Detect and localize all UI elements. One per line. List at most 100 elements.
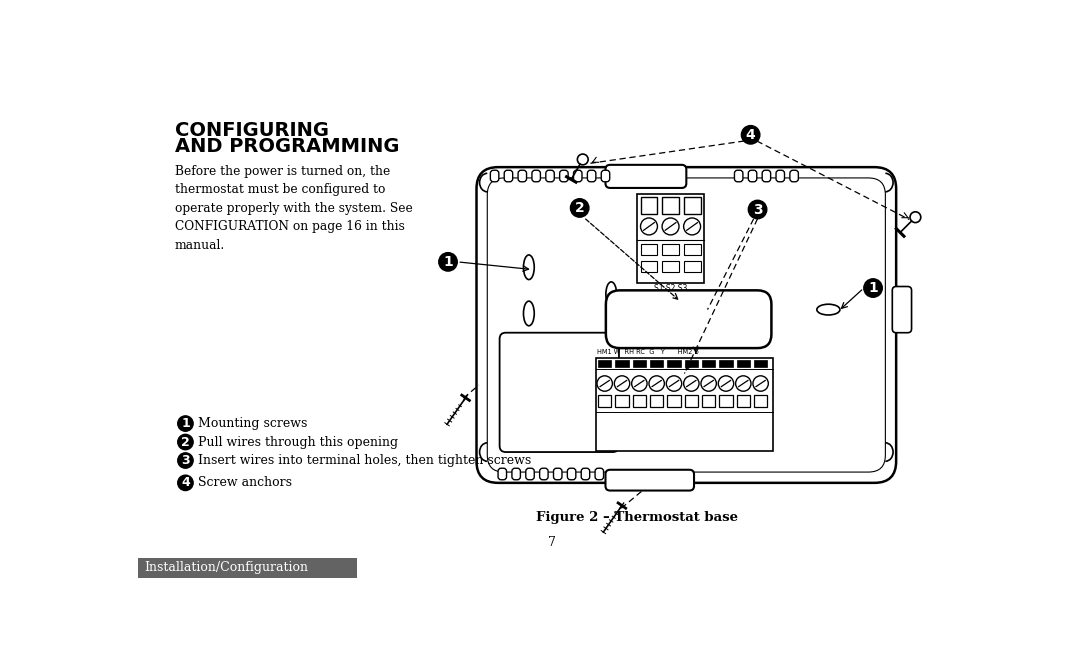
- FancyBboxPatch shape: [606, 290, 771, 348]
- FancyBboxPatch shape: [504, 170, 513, 182]
- FancyBboxPatch shape: [518, 170, 527, 182]
- FancyBboxPatch shape: [762, 170, 771, 182]
- Bar: [616, 395, 629, 407]
- Bar: [138, 557, 357, 578]
- Circle shape: [701, 376, 716, 391]
- Text: Insert wires into terminal holes, then tighten screws: Insert wires into terminal holes, then t…: [198, 454, 531, 467]
- Bar: [640, 197, 658, 214]
- FancyBboxPatch shape: [498, 468, 507, 479]
- Bar: [685, 360, 698, 367]
- Bar: [684, 261, 701, 272]
- Text: HM1 W  RH RC  G   Y      HM2 6: HM1 W RH RC G Y HM2 6: [597, 349, 699, 355]
- Circle shape: [684, 218, 701, 235]
- Text: Mounting screws: Mounting screws: [198, 417, 307, 430]
- Text: 1: 1: [443, 255, 453, 269]
- Bar: [598, 360, 611, 367]
- Text: Pull wires through this opening: Pull wires through this opening: [198, 436, 397, 449]
- Bar: [633, 395, 646, 407]
- Text: 2: 2: [575, 201, 584, 215]
- Text: 7: 7: [548, 536, 556, 550]
- Circle shape: [864, 279, 882, 297]
- Text: 4: 4: [181, 476, 190, 489]
- Ellipse shape: [606, 282, 617, 307]
- FancyBboxPatch shape: [573, 170, 582, 182]
- Bar: [667, 360, 680, 367]
- Text: Screw anchors: Screw anchors: [198, 476, 292, 489]
- Bar: [702, 395, 715, 407]
- Bar: [662, 244, 679, 255]
- FancyBboxPatch shape: [777, 170, 784, 182]
- FancyBboxPatch shape: [606, 470, 694, 491]
- Circle shape: [178, 434, 193, 450]
- Text: AND PROGRAMMING: AND PROGRAMMING: [175, 137, 400, 156]
- FancyBboxPatch shape: [588, 170, 596, 182]
- Circle shape: [910, 212, 921, 223]
- Circle shape: [684, 376, 699, 391]
- FancyBboxPatch shape: [567, 468, 576, 479]
- Bar: [650, 395, 663, 407]
- Circle shape: [741, 126, 760, 144]
- Circle shape: [597, 376, 612, 391]
- Bar: [662, 261, 679, 272]
- FancyBboxPatch shape: [500, 333, 619, 452]
- Circle shape: [649, 376, 664, 391]
- FancyBboxPatch shape: [892, 286, 912, 333]
- Circle shape: [718, 376, 733, 391]
- Circle shape: [666, 376, 681, 391]
- FancyBboxPatch shape: [734, 170, 743, 182]
- Bar: [616, 360, 629, 367]
- Bar: [636, 194, 704, 283]
- Bar: [667, 395, 680, 407]
- FancyBboxPatch shape: [512, 468, 521, 479]
- FancyBboxPatch shape: [789, 170, 798, 182]
- Circle shape: [570, 198, 589, 217]
- FancyBboxPatch shape: [526, 468, 535, 479]
- Circle shape: [753, 376, 768, 391]
- Bar: [633, 360, 646, 367]
- Bar: [719, 395, 732, 407]
- FancyBboxPatch shape: [532, 170, 540, 182]
- Text: Before the power is turned on, the
thermostat must be configured to
operate prop: Before the power is turned on, the therm…: [175, 165, 413, 252]
- Ellipse shape: [816, 304, 840, 315]
- Ellipse shape: [524, 301, 535, 326]
- FancyBboxPatch shape: [554, 468, 562, 479]
- Bar: [662, 197, 679, 214]
- FancyBboxPatch shape: [559, 170, 568, 182]
- Text: 4: 4: [746, 128, 756, 142]
- Text: 1: 1: [868, 281, 878, 295]
- Circle shape: [662, 218, 679, 235]
- Bar: [702, 360, 715, 367]
- Bar: [650, 360, 663, 367]
- FancyBboxPatch shape: [602, 170, 610, 182]
- Bar: [737, 360, 750, 367]
- Bar: [754, 395, 767, 407]
- Bar: [640, 244, 658, 255]
- Circle shape: [632, 376, 647, 391]
- Circle shape: [615, 376, 630, 391]
- FancyBboxPatch shape: [581, 468, 590, 479]
- Text: Figure 2 – Thermostat base: Figure 2 – Thermostat base: [536, 511, 738, 524]
- Bar: [737, 395, 750, 407]
- Bar: [684, 244, 701, 255]
- Bar: [754, 360, 767, 367]
- FancyBboxPatch shape: [595, 468, 604, 479]
- Text: 3: 3: [181, 454, 190, 467]
- FancyBboxPatch shape: [545, 170, 554, 182]
- Circle shape: [178, 475, 193, 491]
- Text: S1 S2 S3: S1 S2 S3: [653, 284, 687, 293]
- FancyBboxPatch shape: [490, 170, 499, 182]
- Bar: [719, 360, 732, 367]
- Circle shape: [178, 416, 193, 431]
- Bar: [598, 395, 611, 407]
- Ellipse shape: [524, 255, 535, 280]
- Text: Installation/Configuration: Installation/Configuration: [144, 561, 308, 574]
- Bar: [640, 261, 658, 272]
- FancyBboxPatch shape: [540, 468, 549, 479]
- Circle shape: [640, 218, 658, 235]
- FancyBboxPatch shape: [748, 170, 757, 182]
- Text: 1: 1: [181, 417, 190, 430]
- FancyBboxPatch shape: [606, 165, 686, 188]
- Text: CONFIGURING: CONFIGURING: [175, 121, 328, 140]
- Circle shape: [578, 154, 589, 165]
- Text: 3: 3: [753, 202, 762, 217]
